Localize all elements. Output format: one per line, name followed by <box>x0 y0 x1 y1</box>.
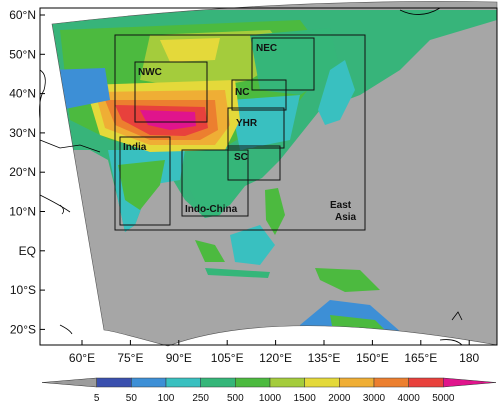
region-box-yhr <box>227 107 285 149</box>
region-box-sc <box>227 145 281 181</box>
plot-frame <box>39 7 498 346</box>
colorbar-label: 4000 <box>398 393 421 404</box>
lat-tick-label: 20°N <box>9 165 36 179</box>
region-box-india <box>119 136 171 226</box>
colorbar-segment <box>96 377 132 388</box>
region-boxes <box>114 34 366 231</box>
colorbar-label: 250 <box>192 393 209 404</box>
lon-tick-label: 75°E <box>117 351 143 365</box>
lon-tick-label: 60°E <box>69 351 95 365</box>
colorbar-label: 1500 <box>294 393 317 404</box>
lat-tick-label: EQ <box>19 244 36 258</box>
lat-tick-label: 40°N <box>9 87 36 101</box>
colorbar-segment <box>235 377 271 388</box>
colorbar-segment <box>408 377 444 388</box>
colorbar-segment <box>165 377 201 388</box>
region-label-nc: NC <box>235 87 249 98</box>
coastlines <box>39 7 463 346</box>
region-label-yhr: YHR <box>236 118 258 129</box>
region-box-nc <box>231 79 287 111</box>
colorbar-segment <box>41 377 97 388</box>
colorbar-segment <box>339 377 375 388</box>
lat-tick-label: 10°N <box>9 205 36 219</box>
terrain-shading <box>52 10 497 345</box>
colorbar-segment <box>200 377 236 388</box>
region-label-indochina: Indo-China <box>185 204 238 215</box>
lon-tick-label: 105°E <box>211 351 244 365</box>
region-label-eastasia: East Asia <box>330 200 357 223</box>
region-box-nec <box>251 37 315 91</box>
lat-tick-label: 60°N <box>9 8 36 22</box>
lat-tick-label: 10°S <box>10 283 36 297</box>
lat-tick-label: 20°S <box>10 322 36 336</box>
region-label-nwc: NWC <box>138 67 162 78</box>
colorbar-label: 1000 <box>259 393 282 404</box>
colorbar-label: 3000 <box>363 393 386 404</box>
latitude-axis: 60°N 50°N 40°N 30°N 20°N 10°N EQ 10°S 20°S <box>9 8 45 336</box>
region-label-sc: SC <box>234 152 248 163</box>
lon-tick-label: 120°E <box>259 351 292 365</box>
colorbar-label: 50 <box>126 393 138 404</box>
lon-tick-label: 180 <box>459 351 479 365</box>
region-box-eastasia <box>114 34 366 231</box>
region-label-india: India <box>123 142 147 153</box>
elevation-colorbar: 5 50 100 250 500 1000 1500 2000 3000 4000 5000 <box>41 377 497 404</box>
lon-tick-label: 150°E <box>356 351 389 365</box>
colorbar-segment <box>131 377 167 388</box>
colorbar-label: 5000 <box>432 393 455 404</box>
colorbar-segment <box>269 377 305 388</box>
region-box-nwc <box>134 61 208 123</box>
lon-tick-label: 165°E <box>404 351 437 365</box>
lon-tick-label: 90°E <box>166 351 192 365</box>
lat-tick-label: 50°N <box>9 47 36 61</box>
colorbar-label: 500 <box>227 393 244 404</box>
colorbar-segment <box>304 377 340 388</box>
colorbar-label: 2000 <box>328 393 351 404</box>
longitude-axis: 60°E 75°E 90°E 105°E 120°E 135°E 150°E 165°E 180 <box>69 340 480 365</box>
lat-tick-label: 30°N <box>9 126 36 140</box>
colorbar-segment <box>373 377 409 388</box>
region-label-nec: NEC <box>256 43 277 54</box>
colorbar-label: 5 <box>94 393 100 404</box>
lon-tick-label: 135°E <box>308 351 341 365</box>
region-box-indochina <box>181 149 249 217</box>
colorbar-segment <box>443 377 497 388</box>
colorbar-label: 100 <box>158 393 175 404</box>
